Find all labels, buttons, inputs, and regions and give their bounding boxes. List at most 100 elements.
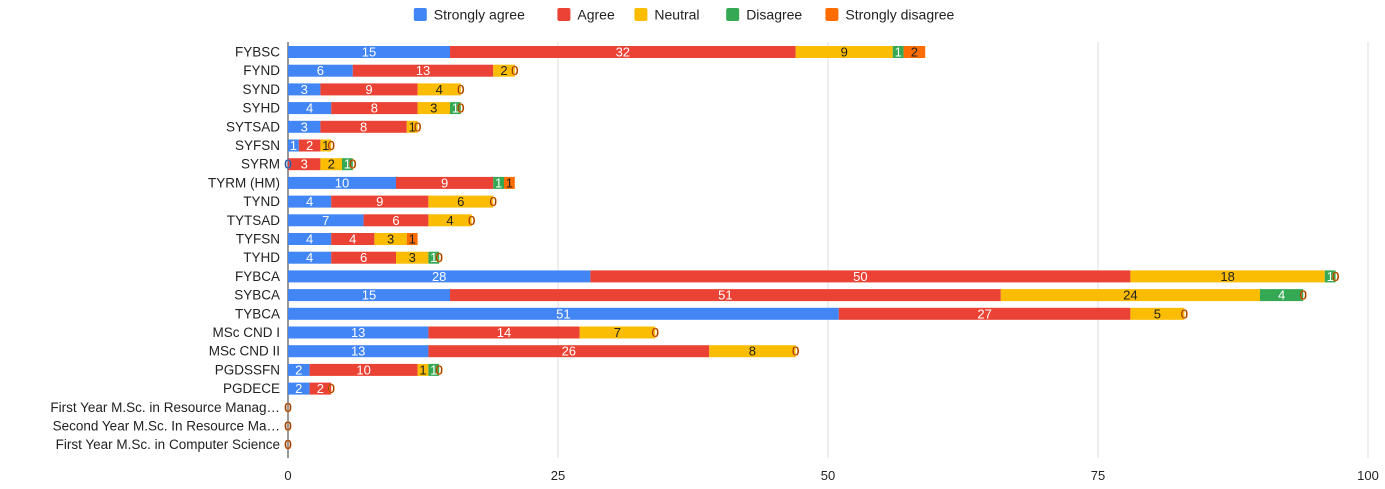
data-label-disagree: 1	[1327, 269, 1334, 284]
legend-label: Neutral	[654, 7, 699, 23]
legend-swatch	[726, 8, 740, 21]
data-label-agree: 9	[441, 175, 448, 190]
category-label: MSc CND I	[213, 325, 281, 340]
category-label: PGDECE	[223, 381, 280, 396]
legend-item-agree[interactable]: Agree	[557, 7, 615, 23]
data-label-disagree: 1	[344, 157, 351, 172]
data-label-strongly-disagree: 0	[284, 400, 291, 415]
data-label-neutral: 3	[387, 232, 394, 247]
data-label-strongly-agree: 15	[362, 288, 376, 303]
data-label-disagree: 1	[430, 362, 437, 377]
x-axis-ticks: 0 25 50 75 100	[284, 468, 1378, 483]
legend-item-disagree[interactable]: Disagree	[726, 7, 802, 23]
bar-agree	[590, 270, 1131, 283]
bar-agree	[363, 214, 429, 227]
bar-neutral	[795, 46, 893, 58]
data-label-agree: 51	[718, 288, 732, 303]
data-label-agree: 8	[371, 101, 378, 116]
legend-item-strongly-agree[interactable]: Strongly agree	[413, 7, 525, 23]
bar-strongly-agree	[288, 251, 332, 264]
data-label-neutral: 5	[1154, 306, 1161, 321]
data-label-strongly-disagree: 2	[911, 45, 918, 60]
bar-agree	[320, 83, 418, 96]
data-label-neutral: 2	[328, 157, 335, 172]
bar-strongly-agree	[288, 345, 429, 358]
legend-item-strongly-disagree[interactable]: Strongly disagree	[825, 7, 955, 23]
bar-agree	[331, 195, 429, 208]
bar-agree	[428, 326, 580, 339]
data-label-disagree: 1	[895, 45, 902, 60]
data-label-agree: 14	[497, 325, 511, 340]
bar-neutral	[417, 102, 450, 115]
data-label-strongly-disagree: 0	[436, 362, 443, 377]
category-label: PGDSSFN	[215, 362, 280, 377]
bar-neutral	[1000, 289, 1260, 302]
data-label-strongly-agree: 0	[284, 437, 291, 452]
data-label-strongly-agree: 10	[335, 175, 349, 190]
data-label-disagree: 4	[1278, 288, 1285, 303]
bar-agree	[309, 363, 418, 376]
bar-strongly-agree	[288, 289, 450, 302]
data-label-neutral: 3	[430, 101, 437, 116]
bar-agree	[331, 233, 375, 245]
bar-disagree	[892, 46, 904, 58]
data-label-agree: 27	[977, 306, 991, 321]
bar-agree	[309, 382, 332, 395]
x-tick-label: 0	[284, 468, 291, 483]
data-label-agree: 4	[349, 232, 356, 247]
data-label-agree: 50	[853, 269, 867, 284]
data-label-agree: 2	[317, 381, 324, 396]
bar-strongly-agree	[288, 102, 332, 115]
data-label-strongly-agree: 7	[322, 213, 329, 228]
x-tick-label: 50	[821, 468, 835, 483]
data-label-strongly-disagree: 0	[436, 250, 443, 265]
data-label-strongly-agree: 6	[317, 63, 324, 78]
legend-label: Strongly disagree	[845, 7, 954, 23]
category-label: Second Year M.Sc. In Resource Ma…	[53, 419, 280, 434]
data-label-strongly-disagree: 0	[468, 213, 475, 228]
bar-disagree	[428, 363, 440, 376]
data-label-strongly-disagree: 0	[652, 325, 659, 340]
bar-neutral	[579, 326, 656, 339]
data-label-neutral: 4	[446, 213, 453, 228]
data-label-strongly-disagree: 0	[284, 437, 291, 452]
bar-strongly-agree	[288, 195, 332, 208]
data-label-agree: 10	[356, 362, 370, 377]
bar-agree	[450, 46, 796, 58]
bar-strongly-disagree	[406, 233, 418, 245]
x-tick-label: 100	[1357, 468, 1379, 483]
data-label-neutral: 24	[1123, 288, 1137, 303]
data-label-agree: 6	[392, 213, 399, 228]
data-label-neutral: 1	[322, 138, 329, 153]
bar-strongly-agree	[288, 64, 353, 77]
bar-agree	[298, 139, 321, 152]
data-label-neutral: 8	[749, 344, 756, 359]
data-label-strongly-disagree: 1	[506, 175, 513, 190]
data-label-strongly-agree: 51	[556, 306, 570, 321]
data-label-strongly-agree: 13	[351, 344, 365, 359]
data-label-agree: 9	[365, 82, 372, 97]
bar-strongly-agree	[288, 270, 591, 283]
legend-label: Agree	[577, 7, 615, 23]
data-label-strongly-disagree: 0	[1181, 306, 1188, 321]
bar-agree	[331, 102, 418, 115]
data-label-neutral: 4	[436, 82, 443, 97]
legend-swatch	[413, 8, 427, 21]
bar-strongly-agree	[288, 46, 450, 58]
bar-strongly-agree	[288, 307, 839, 320]
bar-neutral	[417, 363, 429, 376]
data-label-strongly-agree: 1	[290, 138, 297, 153]
category-label: SYRM	[241, 157, 280, 172]
category-label: First Year M.Sc. in Computer Science	[56, 437, 280, 452]
data-label-strongly-agree: 13	[351, 325, 365, 340]
data-label-strongly-agree: 3	[301, 82, 308, 97]
category-labels: FYBSC FYND SYND SYHD SYTSAD SYFSN SYRM TYRM (HM…	[50, 45, 280, 453]
bar-disagree	[1324, 270, 1336, 283]
category-label: TYRM (HM)	[208, 175, 280, 190]
category-label: TYFSN	[236, 232, 280, 247]
bar-neutral	[1130, 270, 1325, 283]
bar-agree	[396, 176, 494, 189]
data-label-strongly-agree: 15	[362, 45, 376, 60]
category-label: SYND	[242, 82, 280, 97]
legend-item-neutral[interactable]: Neutral	[634, 7, 700, 23]
